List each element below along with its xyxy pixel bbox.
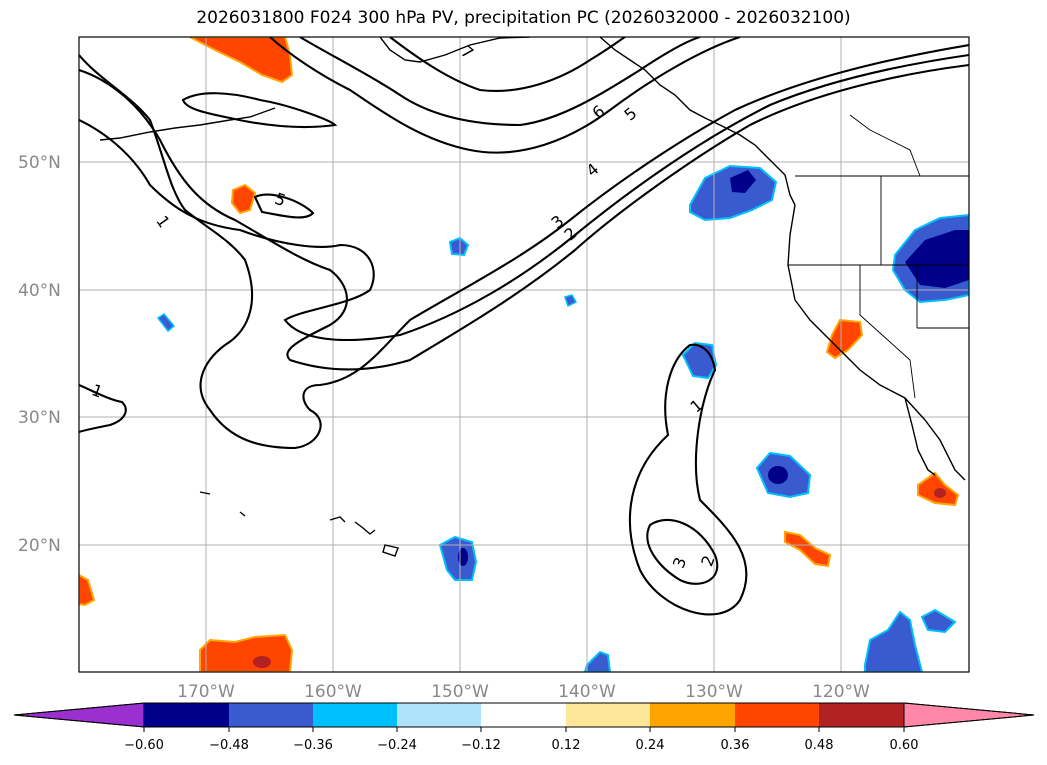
precipitation-shading [79, 37, 969, 672]
map-frame [78, 36, 970, 673]
colorbar-tick-label: 0.60 [890, 738, 919, 753]
lon-label: 130°W [685, 682, 743, 702]
colorbar-segment [313, 703, 397, 727]
precip-negative-core [768, 466, 788, 484]
precip-negative-area [438, 535, 478, 581]
lat-label: 40°N [18, 281, 61, 301]
colorbar-segment [819, 703, 904, 727]
lon-label: 160°W [304, 682, 362, 702]
precip-positive-area [199, 633, 294, 672]
map-title: 2026031800 F024 300 hPa PV, precipitatio… [196, 8, 851, 28]
colorbar-segment [650, 703, 735, 727]
pv-contour-8 [389, 37, 626, 92]
colorbar-extend-max [903, 702, 1035, 728]
precip-positive-area [189, 37, 294, 84]
colorbar-ticks [143, 727, 905, 732]
colorbar-tick-label: 0.36 [721, 738, 750, 753]
precip-positive-core [253, 656, 271, 668]
state-borders [788, 114, 969, 399]
colorbar-extend-min [13, 702, 145, 728]
precip-positive-core [934, 488, 946, 498]
pv-contours [79, 37, 969, 616]
colorbar-segment [397, 703, 481, 727]
colorbar-tick-label: −0.36 [293, 738, 333, 753]
colorbar-tick-label: 0.12 [552, 738, 581, 753]
map-area [79, 37, 969, 672]
precip-positive-area [230, 183, 257, 215]
lat-label: 20°N [18, 536, 61, 556]
precip-negative-core [730, 170, 756, 193]
precip-negative-area [448, 236, 470, 257]
pv-contour-6 [269, 37, 741, 154]
pv-contour-9 [79, 384, 127, 433]
pv-contour-3 [79, 53, 969, 342]
colorbar-segment [229, 703, 313, 727]
pv-contour-11 [646, 519, 719, 585]
precip-negative-area [156, 313, 176, 333]
lat-label: 50°N [18, 153, 61, 173]
pv-contour-2 [79, 63, 969, 371]
colorbar-tick-label: −0.60 [124, 738, 164, 753]
lon-label: 150°W [431, 682, 489, 702]
colorbar-tick-label: −0.12 [461, 738, 501, 753]
precip-negative-area [564, 294, 578, 308]
colorbar-segment [566, 703, 650, 727]
colorbar: −0.60 −0.48 −0.36 −0.24 −0.12 0.12 0.24 … [13, 702, 1035, 753]
pv-contour-5 [253, 193, 315, 219]
precip-negative-core [905, 230, 969, 288]
precip-negative-area [920, 608, 957, 634]
colorbar-tick-label: −0.48 [209, 738, 249, 753]
longitude-labels: 170°W 160°W 150°W 140°W 130°W 120°W [177, 682, 870, 702]
precip-negative-area [864, 610, 924, 672]
precip-positive-area [79, 573, 96, 607]
colorbar-tick-label: 0.48 [805, 738, 834, 753]
colorbar-tick-label: −0.24 [377, 738, 417, 753]
lon-label: 140°W [558, 682, 616, 702]
colorbar-tick-label: 0.24 [636, 738, 665, 753]
colorbar-segment [481, 703, 566, 727]
pv-contour-10 [628, 343, 748, 616]
gridlines [79, 37, 969, 672]
lon-label: 170°W [177, 682, 235, 702]
pv-contour-7 [299, 37, 701, 127]
lon-label: 120°W [812, 682, 870, 702]
colorbar-segment [735, 703, 819, 727]
latitude-labels: 50°N 40°N 30°N 20°N [18, 153, 61, 556]
coastlines [99, 37, 966, 557]
pv-contour-4 [181, 92, 338, 129]
colorbar-segment [144, 703, 229, 727]
precip-negative-area [583, 650, 612, 672]
lat-label: 30°N [18, 408, 61, 428]
